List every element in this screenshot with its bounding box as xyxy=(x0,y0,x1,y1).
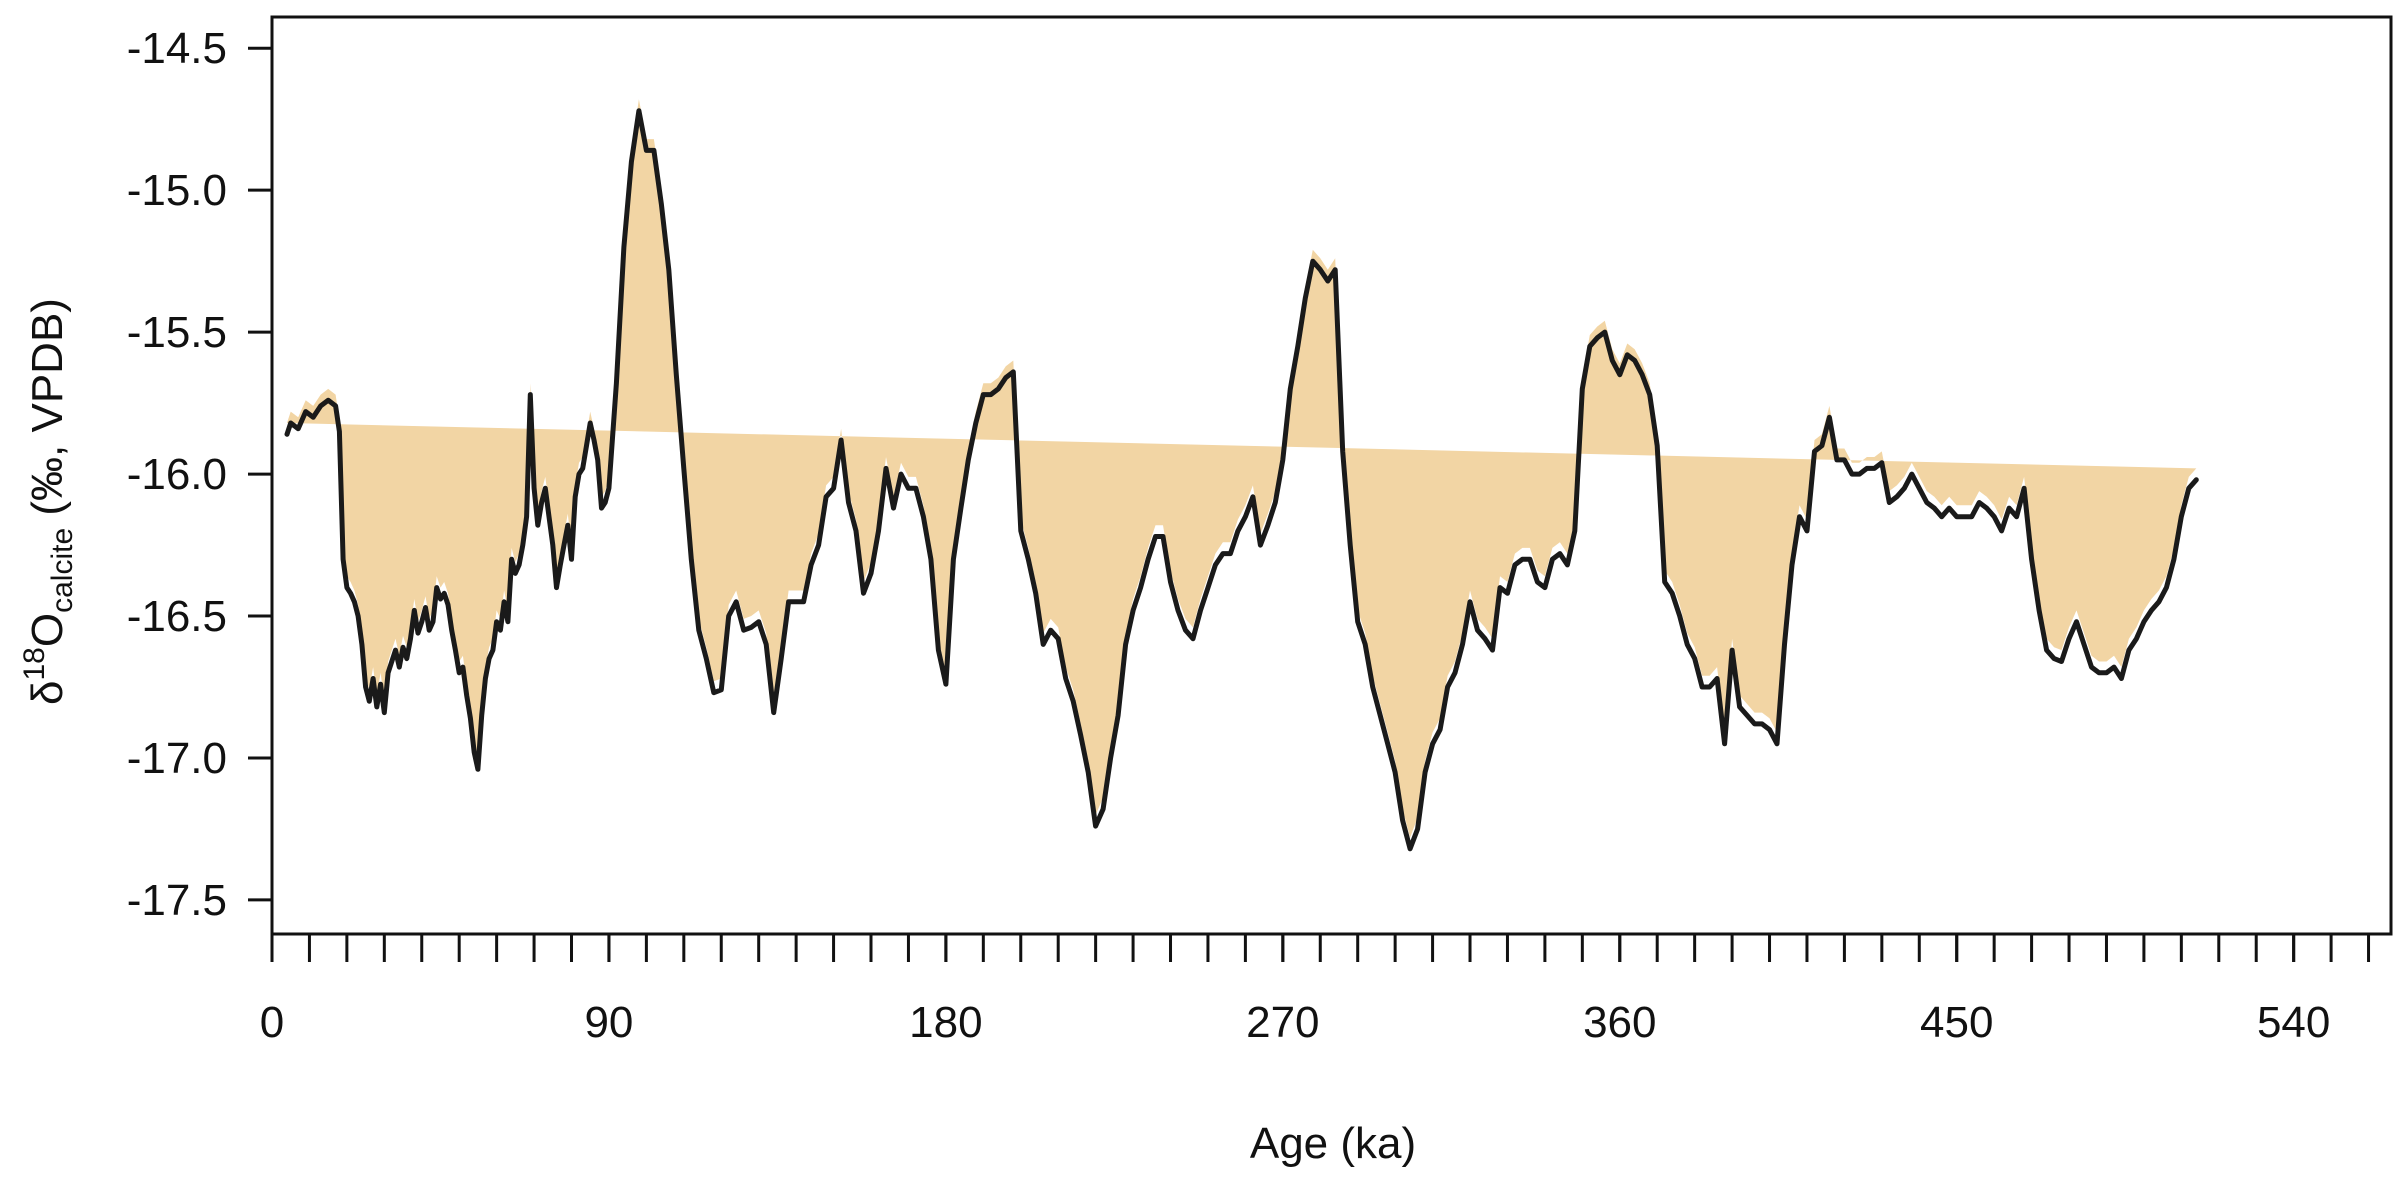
y-axis: -14.5 -15.0 -15.5 -16.0 -16.5 -17.0 -17.5 xyxy=(127,24,272,925)
x-axis: 0 90 180 270 360 450 540 xyxy=(260,934,2371,1047)
uncertainty-band-layer xyxy=(287,99,2197,838)
y-axis-title-subscript: calcite xyxy=(46,528,79,613)
x-tick-label: 180 xyxy=(909,998,982,1047)
series-line-layer xyxy=(284,108,2199,852)
y-tick-label: -17.0 xyxy=(127,734,227,783)
y-axis-title-units: (‰, VPDB) xyxy=(23,298,72,528)
y-tick-label: -14.5 xyxy=(127,24,227,73)
x-tick-label: 0 xyxy=(260,998,284,1047)
x-tick-label: 450 xyxy=(1920,998,1993,1047)
y-tick-label: -16.0 xyxy=(127,450,227,499)
y-axis-title: δ18Ocalcite (‰, VPDB) xyxy=(18,298,79,705)
x-tick-label: 360 xyxy=(1583,998,1656,1047)
y-tick-label: -17.5 xyxy=(127,876,227,925)
x-tick-label: 90 xyxy=(584,998,633,1047)
series-line xyxy=(284,108,2199,852)
y-tick-label: -16.5 xyxy=(127,592,227,641)
svg-text:δ18Ocalcite (‰, VPDB): δ18Ocalcite (‰, VPDB) xyxy=(18,298,79,705)
x-axis-title: Age (ka) xyxy=(1250,1119,1416,1168)
y-axis-title-mass: 18 xyxy=(18,647,51,680)
y-axis-title-delta: δ xyxy=(23,681,72,706)
x-tick-label: 540 xyxy=(2257,998,2330,1047)
uncertainty-band xyxy=(287,99,2197,838)
y-tick-label: -15.0 xyxy=(127,166,227,215)
y-tick-label: -15.5 xyxy=(127,308,227,357)
x-tick-label: 270 xyxy=(1246,998,1319,1047)
y-axis-title-element: O xyxy=(23,613,72,647)
